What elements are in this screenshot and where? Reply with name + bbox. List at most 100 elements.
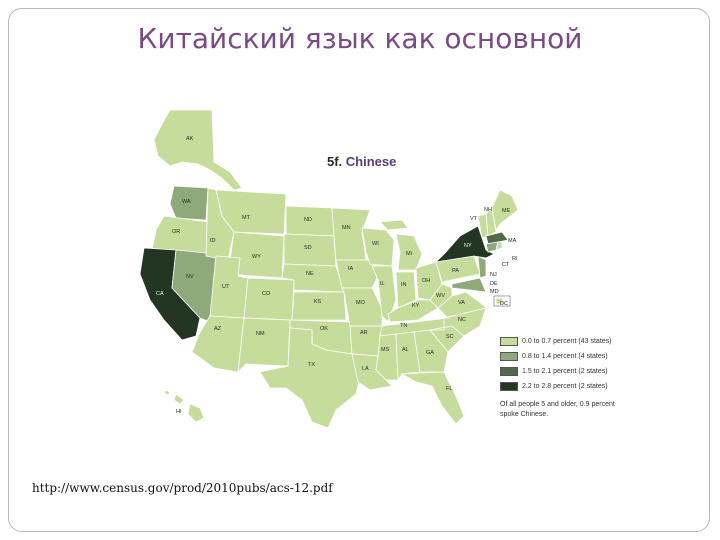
state-fl xyxy=(400,371,465,425)
state-il xyxy=(371,265,397,323)
label-tx: TX xyxy=(308,362,315,368)
label-co: CO xyxy=(262,291,271,297)
map-shapes xyxy=(139,109,519,429)
label-sc: SC xyxy=(446,334,454,340)
state-me xyxy=(491,189,519,232)
label-ak: AK xyxy=(186,136,194,142)
label-ga: GA xyxy=(426,350,434,356)
label-ia: IA xyxy=(348,266,354,272)
map-state-labels: AK WA OR CA NV ID MT WY UT AZ CO NM ND S… xyxy=(156,136,518,415)
us-choropleth-map: AK WA OR CA NV ID MT WY UT AZ CO NM ND S… xyxy=(139,109,519,429)
label-wa: WA xyxy=(182,199,191,205)
legend-label: 1.5 to 2.1 percent (2 states) xyxy=(522,368,608,375)
state-co xyxy=(243,277,295,321)
label-ca: CA xyxy=(156,291,164,297)
slide-title: Китайский язык как основной xyxy=(137,22,583,55)
label-vt: VT xyxy=(470,216,478,222)
state-or xyxy=(151,215,209,255)
state-ak xyxy=(153,109,243,191)
legend-item-level3: 1.5 to 2.1 percent (2 states) xyxy=(500,366,612,377)
label-nc: NC xyxy=(458,317,466,323)
label-mn: MN xyxy=(342,225,351,231)
label-nd: ND xyxy=(304,217,312,223)
map-heading: 5f. Chinese xyxy=(327,154,396,169)
label-wv: WV xyxy=(436,293,445,299)
state-md xyxy=(451,277,487,293)
legend-swatch xyxy=(500,337,518,346)
state-tx xyxy=(259,327,363,429)
legend-swatch xyxy=(500,352,518,361)
label-ms: MS xyxy=(381,347,390,353)
source-url: http://www.census.gov/prod/2010pubs/acs-… xyxy=(32,481,333,495)
state-ga xyxy=(413,329,449,373)
label-mo: MO xyxy=(356,300,366,306)
state-ny xyxy=(434,225,495,263)
label-ar: AR xyxy=(360,330,368,336)
state-al xyxy=(395,331,421,382)
label-or: OR xyxy=(172,229,180,235)
label-ct: CT xyxy=(502,262,510,268)
label-in: IN xyxy=(401,282,407,288)
state-ne xyxy=(281,263,345,293)
legend-label: 0.8 to 1.4 percent (4 states) xyxy=(522,353,608,360)
label-dc: DC xyxy=(500,301,508,307)
state-hi xyxy=(163,389,205,423)
label-mi: MI xyxy=(406,251,413,257)
state-ks xyxy=(291,291,347,321)
legend-item-level2: 0.8 to 1.4 percent (4 states) xyxy=(500,351,612,362)
label-ne: NE xyxy=(306,271,314,277)
state-ma xyxy=(485,231,509,245)
state-wv xyxy=(429,283,453,309)
label-wi: WI xyxy=(372,241,379,247)
state-nm xyxy=(237,317,291,374)
label-id: ID xyxy=(210,238,216,244)
state-wa xyxy=(169,185,209,221)
map-legend: 0.0 to 0.7 percent (43 states) 0.8 to 1.… xyxy=(500,336,612,396)
label-va: VA xyxy=(458,300,465,306)
label-nv: NV xyxy=(186,274,194,280)
label-me: ME xyxy=(502,208,511,214)
state-in xyxy=(395,271,417,309)
state-ms xyxy=(375,333,399,381)
label-ny: NY xyxy=(464,243,472,249)
state-nc xyxy=(429,307,487,337)
label-ma: MA xyxy=(508,238,517,244)
label-ks: KS xyxy=(314,299,322,305)
label-tn: TN xyxy=(400,323,407,329)
state-mo xyxy=(341,287,383,327)
map-heading-prefix: 5f. xyxy=(327,154,343,169)
label-ky: KY xyxy=(412,303,420,309)
label-fl: FL xyxy=(446,386,452,392)
state-ri xyxy=(495,241,503,251)
state-ct xyxy=(485,241,499,253)
label-ok: OK xyxy=(320,326,328,332)
label-az: AZ xyxy=(214,326,222,332)
state-ia xyxy=(335,259,379,289)
label-nj: NJ xyxy=(490,272,497,278)
label-oh: OH xyxy=(422,278,430,284)
legend-label: 2.2 to 2.8 percent (2 states) xyxy=(522,383,608,390)
label-al: AL xyxy=(402,347,409,353)
map-footnote: Of all people 5 and older, 0.9 percent s… xyxy=(500,401,615,418)
legend-item-level1: 0.0 to 0.7 percent (43 states) xyxy=(500,336,612,347)
label-pa: PA xyxy=(452,268,459,274)
label-ri: RI xyxy=(512,256,518,262)
legend-swatch xyxy=(500,382,518,391)
label-de: DE xyxy=(490,281,498,287)
label-mt: MT xyxy=(242,215,251,221)
label-md: MD xyxy=(490,289,499,295)
label-sd: SD xyxy=(304,245,312,251)
state-va xyxy=(437,291,487,319)
label-wy: WY xyxy=(252,254,261,260)
map-heading-main: Chinese xyxy=(345,154,397,169)
label-ut: UT xyxy=(222,284,230,290)
state-mt xyxy=(215,189,287,235)
state-nh xyxy=(485,207,497,237)
state-dc xyxy=(495,297,505,305)
label-la: LA xyxy=(362,366,369,372)
state-az xyxy=(191,315,245,373)
legend-swatch xyxy=(500,367,518,376)
legend-label: 0.0 to 0.7 percent (43 states) xyxy=(522,338,612,345)
state-nj xyxy=(477,255,487,279)
label-nh: NH xyxy=(484,207,492,213)
